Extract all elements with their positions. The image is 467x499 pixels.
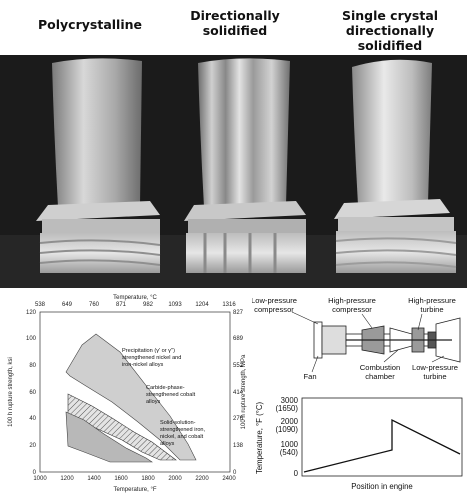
temperature-profile-line — [303, 418, 461, 473]
top-tick-label: 871 — [116, 302, 127, 308]
title-directionally-solidified: Directionally solidified — [180, 8, 290, 38]
right-tick-label: 552 — [233, 363, 244, 369]
title-single-crystal: Single crystal directionally solidified — [330, 8, 450, 53]
top-tick-label: 649 — [62, 302, 73, 308]
y-tick-label: (1090) — [275, 425, 298, 434]
right-tick-label: 827 — [233, 310, 244, 316]
left-tick-label: 0 — [33, 470, 37, 476]
y-tick-label: 3000 — [281, 396, 299, 405]
svg-text:Combustion: Combustion — [360, 363, 401, 372]
bottom-tick-label: 2200 — [195, 476, 209, 482]
bottom-tick-label: 1200 — [60, 476, 74, 482]
svg-text:High-pressure: High-pressure — [328, 296, 376, 305]
label-combustion: Combustion chamber — [360, 363, 401, 381]
bottom-tick-label: 1400 — [87, 476, 101, 482]
right-axis-title: 100 h rupture strength, MPa — [241, 354, 247, 429]
svg-text:chamber: chamber — [365, 372, 395, 381]
svg-text:strengthened nickel and: strengthened nickel and — [122, 355, 181, 361]
bottom-tick-label: 2000 — [168, 476, 182, 482]
region-label-carbide: Carbide-phase- strengthened cobalt alloy… — [146, 385, 196, 405]
svg-text:Carbide-phase-: Carbide-phase- — [146, 385, 185, 391]
label-lp-compressor: Low-pressure compressor — [252, 296, 297, 314]
blade-directionally-solidified — [184, 58, 306, 273]
y-tick-label: 0 — [294, 469, 299, 478]
svg-text:alloys: alloys — [160, 441, 175, 447]
right-tick-label: 276 — [233, 416, 244, 422]
rupture-strength-chart: Precipitation (γ' or γ'') strengthened n… — [8, 295, 247, 493]
region-solid-solution — [65, 411, 153, 463]
left-tick-label: 20 — [29, 443, 36, 449]
blade-single-crystal — [334, 59, 457, 273]
svg-text:compressor: compressor — [254, 305, 294, 314]
temp-x-axis-title: Position in engine — [351, 482, 413, 491]
right-axis: 0 138 276 414 552 689 827 100 h rupture … — [233, 310, 247, 476]
title-polycrystalline: Polycrystalline — [35, 17, 145, 32]
svg-text:High-pressure: High-pressure — [408, 296, 456, 305]
top-tick-label: 1093 — [168, 302, 182, 308]
leader-lines — [291, 311, 445, 373]
right-tick-label: 414 — [233, 390, 244, 396]
left-tick-label: 40 — [29, 416, 36, 422]
svg-text:compressor: compressor — [332, 305, 372, 314]
label-hp-compressor: High-pressure compressor — [328, 296, 376, 314]
engine-body — [313, 317, 461, 363]
blade-polycrystalline — [36, 58, 161, 273]
svg-text:Solid-solution-: Solid-solution- — [160, 420, 196, 426]
title-line: solidified — [202, 23, 268, 38]
top-tick-label: 760 — [89, 302, 100, 308]
label-fan: Fan — [303, 372, 316, 381]
svg-text:Fan: Fan — [303, 372, 316, 381]
top-axis-title: Temperature, °C — [113, 295, 157, 301]
svg-text:alloys: alloys — [146, 399, 161, 405]
bottom-axis: 1000 1200 1400 1600 1800 2000 2200 2400 … — [33, 476, 236, 493]
bottom-tick-label: 1000 — [33, 476, 47, 482]
svg-text:Low-pressure: Low-pressure — [412, 363, 458, 372]
temp-y-axis-title: Temperature, °F (°C) — [255, 402, 264, 474]
top-tick-label: 1316 — [222, 302, 236, 308]
svg-text:nickel, and cobalt: nickel, and cobalt — [160, 434, 204, 440]
svg-text:Precipitation (γ' or γ''): Precipitation (γ' or γ'') — [122, 348, 175, 354]
temp-y-ticks: 3000 (1650) 2000 (1090) 1000 (540) 0 — [275, 396, 298, 478]
top-tick-label: 1204 — [195, 302, 209, 308]
title-line: Directionally — [190, 8, 280, 23]
region-label-solid-solution: Solid-solution- strengthened iron, nicke… — [160, 420, 206, 447]
top-tick-label: 538 — [35, 302, 46, 308]
bottom-tick-label: 2400 — [222, 476, 236, 482]
top-tick-label: 982 — [143, 302, 154, 308]
svg-text:turbine: turbine — [423, 372, 446, 381]
right-tick-label: 689 — [233, 336, 244, 342]
bottom-axis-title: Temperature, °F — [113, 487, 156, 493]
left-axis: 0 20 40 60 80 100 120 100 h rupture stre… — [8, 310, 37, 476]
label-hp-turbine: High-pressure turbine — [408, 296, 456, 314]
left-tick-label: 60 — [29, 390, 36, 396]
right-tick-label: 138 — [233, 443, 244, 449]
left-tick-label: 100 — [26, 336, 37, 342]
title-line: directionally — [345, 23, 435, 38]
region-precipitation — [65, 333, 197, 461]
bottom-tick-label: 1800 — [141, 476, 155, 482]
jet-engine-schematic: Low-pressure compressor High-pressure co… — [252, 296, 461, 381]
svg-text:strengthened cobalt: strengthened cobalt — [146, 392, 196, 398]
y-tick-label: (540) — [280, 448, 299, 457]
temperature-position-plot: 3000 (1650) 2000 (1090) 1000 (540) 0 Tem… — [255, 396, 463, 491]
svg-text:iron-nickel alloys: iron-nickel alloys — [122, 362, 164, 368]
title-line: Single crystal — [341, 8, 439, 23]
top-axis: 538 649 760 871 982 1093 1204 1316 Tempe… — [35, 295, 236, 308]
right-tick-label: 0 — [233, 470, 237, 476]
y-tick-label: 1000 — [281, 440, 299, 449]
svg-text:Low-pressure: Low-pressure — [252, 296, 297, 305]
title-line: solidified — [357, 38, 423, 53]
y-tick-label: 2000 — [281, 417, 299, 426]
svg-text:turbine: turbine — [420, 305, 443, 314]
left-tick-label: 80 — [29, 363, 36, 369]
left-axis-title: 100 h rupture strength, ksi — [8, 357, 14, 427]
left-tick-label: 120 — [26, 310, 37, 316]
turbine-blades-photo — [0, 55, 467, 288]
svg-text:strengthened iron,: strengthened iron, — [160, 427, 206, 433]
bottom-tick-label: 1600 — [114, 476, 128, 482]
title-line: Polycrystalline — [38, 17, 142, 32]
label-lp-turbine: Low-pressure turbine — [412, 363, 458, 381]
y-tick-label: (1650) — [275, 404, 298, 413]
region-label-precipitation: Precipitation (γ' or γ'') strengthened n… — [122, 348, 181, 368]
